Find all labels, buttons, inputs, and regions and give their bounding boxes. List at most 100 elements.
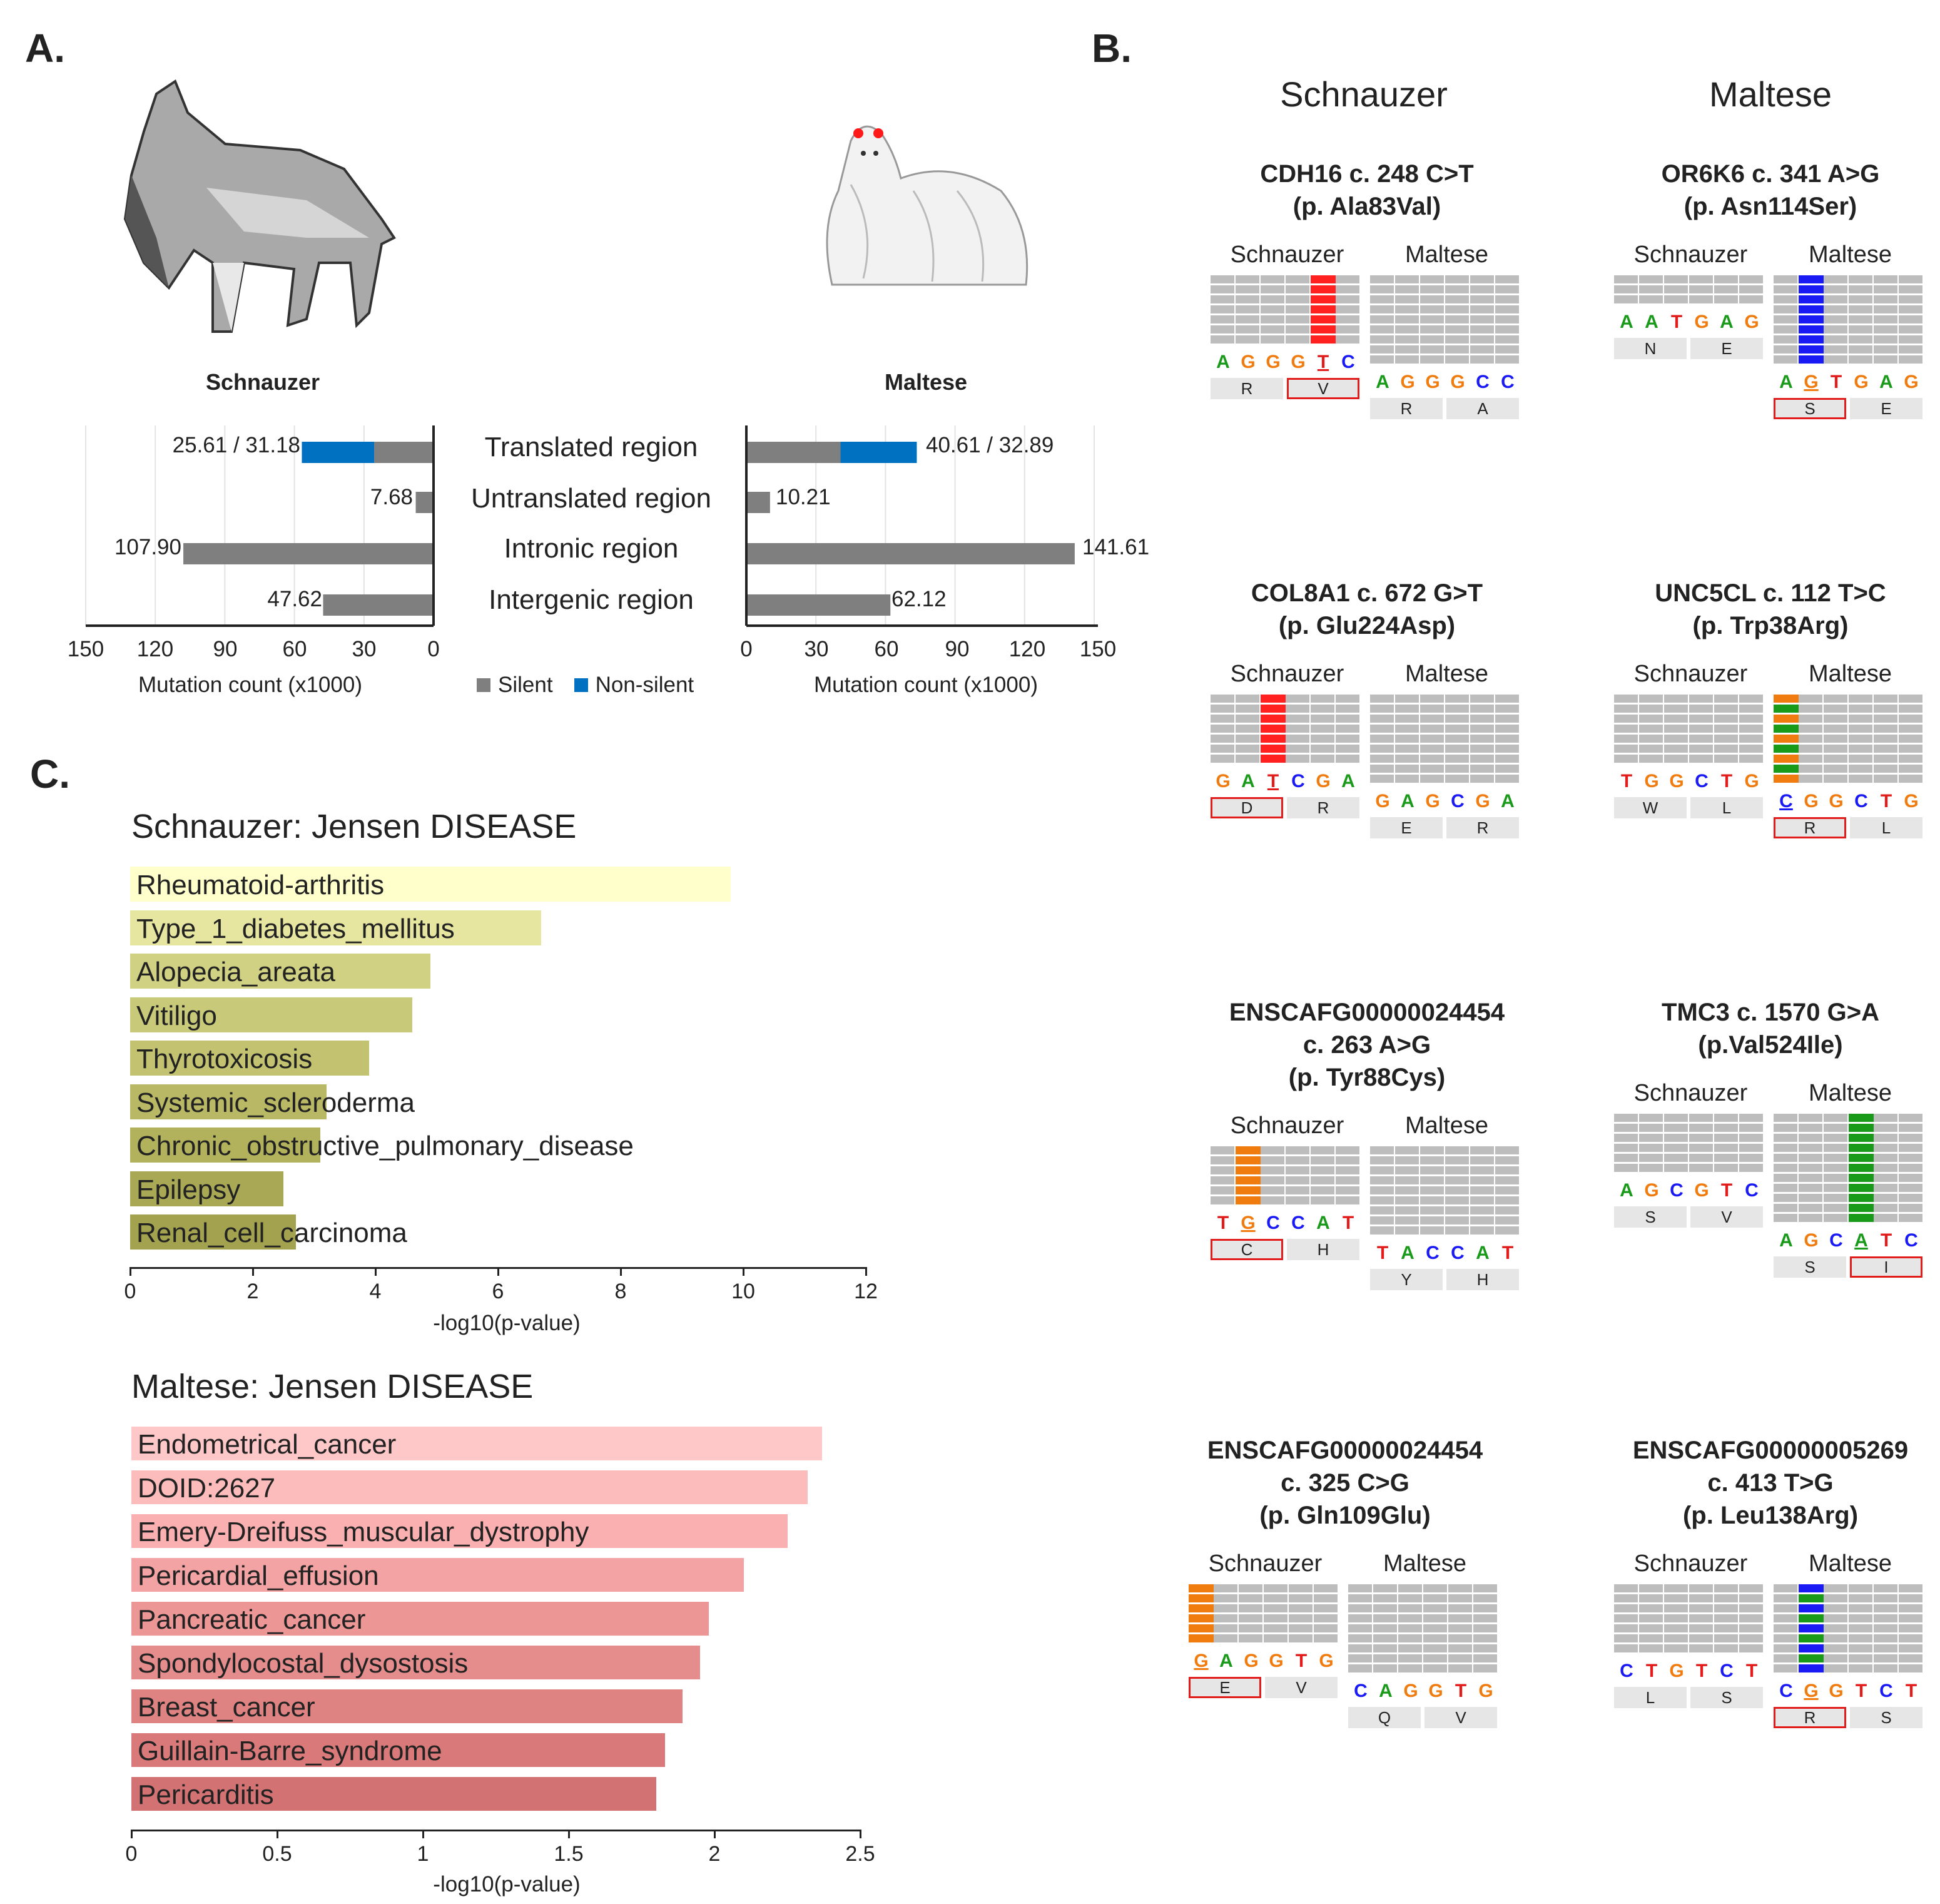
amino-acid-box: R — [1446, 817, 1519, 838]
base-letter: T — [1501, 1243, 1514, 1263]
schnauzer-disease-bar — [130, 910, 541, 945]
maltese-tick-30: 30 — [804, 637, 829, 661]
base-letter: A — [1216, 352, 1230, 372]
base-letter: G — [1644, 771, 1659, 792]
base-letter: G — [1804, 791, 1819, 812]
igv-grid — [1211, 695, 1361, 765]
variant-title-line: ENSCAFG00000005269 — [1632, 1437, 1909, 1464]
base-letter: A — [1645, 312, 1658, 332]
region-label-untranslated: Untranslated region — [470, 483, 711, 514]
base-letter: G — [1804, 1230, 1819, 1251]
maltese-disease-label: Emery-Dreifuss_muscular_dystrophy — [138, 1517, 589, 1547]
base-letter: C — [1451, 791, 1465, 812]
schnauzer-disease-label: Alopecia_areata — [136, 957, 336, 987]
base-letter: T — [1880, 1230, 1892, 1251]
base-letter: G — [1804, 372, 1819, 392]
igv-left-reads — [1211, 695, 1361, 765]
igv-right-reads — [1774, 275, 1924, 365]
base-letter: C — [1829, 1230, 1843, 1251]
maltese-disease-xlabel: -log10(p-value) — [433, 1872, 581, 1896]
variant-title-line: UNC5CL c. 112 T>C — [1655, 579, 1886, 607]
maltese-bars — [746, 442, 1075, 616]
legend-nonsilent-label: Non-silent — [595, 673, 694, 697]
maltese-disease-bar — [131, 1777, 656, 1811]
base-letter: T — [1695, 1661, 1708, 1681]
base-letter: T — [1645, 1661, 1658, 1681]
maltese-disease-tick-mark — [131, 1830, 133, 1838]
maltese-disease-tick-label: 2.5 — [845, 1842, 875, 1866]
maltese-disease-tick-mark — [277, 1830, 278, 1838]
igv-grid — [1211, 1146, 1361, 1206]
variant-panel: COL8A1 c. 672 G>T (p. Glu224Asp) Schnauzer… — [1211, 577, 1523, 977]
variant-panel: CDH16 c. 248 C>T (p. Ala83Val) Schnauzer Ma… — [1211, 158, 1523, 558]
variant-right-header: Maltese — [1404, 1112, 1489, 1139]
variant-right-header: Maltese — [1808, 661, 1892, 687]
maltese-value-intronic: 141.61 — [1082, 535, 1150, 559]
base-letter: G — [1291, 352, 1306, 372]
schnauzer-disease-bar — [130, 867, 731, 902]
schnauzer-disease-label: Rheumatoid-arthritis — [136, 870, 385, 900]
schnauzer-disease-xlabel: -log10(p-value) — [433, 1311, 581, 1335]
maltese-disease-label: Breast_cancer — [138, 1692, 315, 1723]
igv-left-reads — [1211, 1146, 1361, 1206]
base-letter: T — [1342, 1213, 1354, 1233]
legend-nonsilent-swatch — [574, 678, 588, 692]
variant-title-line: TMC3 c. 1570 G>A — [1662, 999, 1879, 1026]
igv-left-reads — [1211, 275, 1361, 345]
variant-panel: ENSCAFG00000024454 c. 263 A>G (p. Tyr88Cys… — [1211, 996, 1523, 1397]
maltese-disease-label: Spondylocostal_dysostosis — [138, 1648, 469, 1679]
maltese-disease-tick-mark — [714, 1830, 716, 1838]
base-letter: G — [1904, 791, 1919, 812]
base-letter: A — [1476, 1243, 1490, 1263]
variant-title-line: ENSCAFG00000024454 — [1207, 1437, 1483, 1464]
variant-title: ENSCAFG00000024454 c. 325 C>G (p. Gln109Gl… — [1164, 1434, 1526, 1532]
schnauzer-illustration — [123, 79, 396, 333]
base-letter: T — [1905, 1681, 1917, 1701]
amino-acid-box: L — [1614, 1687, 1687, 1708]
igv-variant-column — [1236, 1146, 1261, 1206]
base-letter: G — [1428, 1681, 1443, 1701]
base-letter: T — [1267, 771, 1279, 792]
base-letter: A — [1379, 1681, 1393, 1701]
base-letter: T — [1455, 1681, 1467, 1701]
schnauzer-disease-tick-mark — [497, 1266, 499, 1276]
igv-grid — [1189, 1584, 1339, 1644]
base-letter: G — [1450, 372, 1465, 392]
base-letter: T — [1620, 771, 1633, 792]
panel-a-letter: A. — [25, 26, 65, 71]
maltese-disease-bar — [131, 1514, 788, 1548]
variant-title: COL8A1 c. 672 G>T (p. Glu224Asp) — [1186, 577, 1548, 642]
amino-acid-box: W — [1614, 797, 1687, 818]
variant-left-header: Schnauzer — [1230, 1112, 1344, 1139]
variant-panel: ENSCAFG00000024454 c. 325 C>G (p. Gln109Gl… — [1189, 1434, 1501, 1835]
amino-acid-box: S — [1690, 1687, 1763, 1708]
schnauzer-disease-tick-label: 4 — [369, 1279, 382, 1303]
schnauzer-disease-label: Chronic_obstructive_pulmonary_disease — [136, 1131, 634, 1161]
base-letter: G — [1744, 312, 1759, 332]
base-letter: G — [1400, 372, 1415, 392]
igv-right-reads — [1370, 695, 1520, 785]
igv-right-reads — [1774, 695, 1924, 785]
base-letter: T — [1376, 1243, 1389, 1263]
amino-acid-box: L — [1850, 817, 1922, 838]
schnauzer-x-label: Mutation count (x1000) — [138, 673, 362, 697]
igv-left-reads — [1614, 695, 1764, 765]
igv-grid — [1370, 695, 1520, 785]
igv-grid — [1774, 275, 1924, 365]
base-letter: C — [1720, 1661, 1734, 1681]
amino-acid-box: E — [1850, 398, 1922, 419]
maltese-disease-x-axis — [131, 1830, 860, 1831]
base-letter: T — [1317, 352, 1329, 372]
base-letter: A — [1854, 1230, 1868, 1251]
base-letter: C — [1354, 1681, 1368, 1701]
base-letter: C — [1879, 1681, 1893, 1701]
variant-title-line: c. 263 A>G — [1303, 1031, 1431, 1059]
maltese-disease-bar — [131, 1602, 709, 1636]
amino-acid-box: Y — [1370, 1269, 1443, 1290]
maltese-silent-bar-0 — [746, 442, 841, 463]
base-letter: G — [1194, 1651, 1209, 1671]
amino-acid-box: R — [1287, 797, 1359, 818]
